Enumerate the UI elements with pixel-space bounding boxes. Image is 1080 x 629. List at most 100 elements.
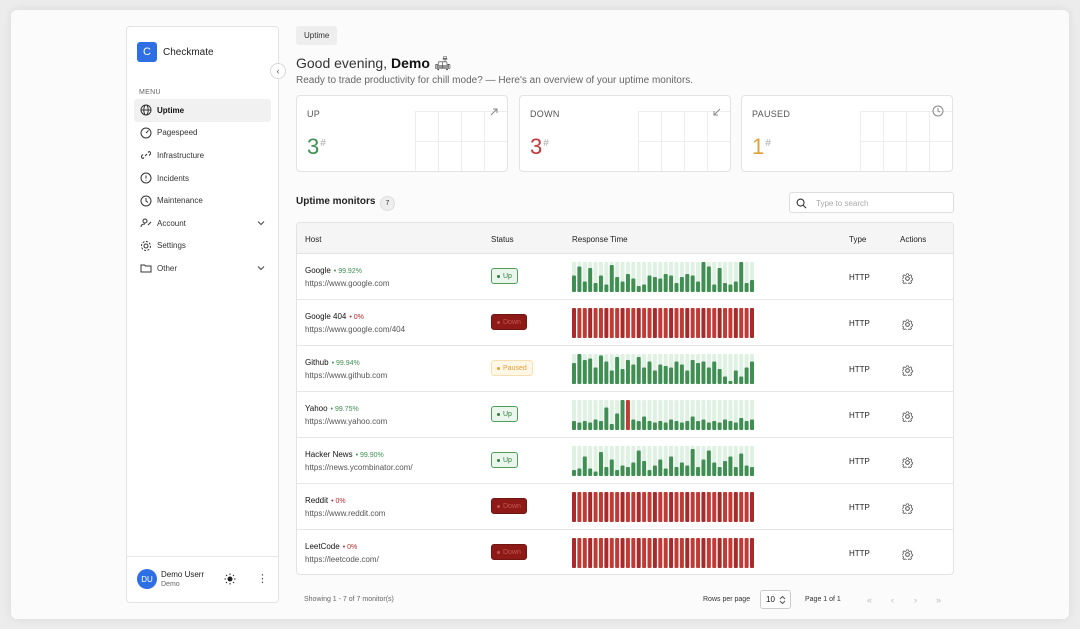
avatar[interactable]: DU [137,569,157,589]
response-bar-failed [593,492,598,522]
header-status[interactable]: Status [491,235,514,244]
last-page-button[interactable]: » [935,594,941,605]
header-host[interactable]: Host [305,235,322,244]
sidebar-item-pagespeed[interactable]: Pagespeed [134,122,271,145]
table-row[interactable]: Hacker News • 99.90% https://news.ycombina… [297,438,953,484]
response-bar [658,421,663,430]
greeting-prefix: Good evening, [296,55,391,71]
status-dot [497,366,500,370]
sidebar-item-incidents[interactable]: Incidents [134,167,271,190]
first-page-button[interactable]: « [866,594,872,605]
sidebar-item-label: Settings [157,241,186,251]
response-bar-failed [728,308,733,338]
response-bar-track [588,400,593,430]
response-bar [636,286,641,292]
sidebar-item-settings[interactable]: Settings [134,235,271,258]
theme-toggle-icon[interactable] [224,572,236,590]
gear-icon[interactable] [901,271,913,289]
collapse-sidebar-button[interactable]: ‹ [270,63,286,79]
response-time-chart [572,308,754,338]
response-bar [609,265,614,292]
response-bar [733,281,738,292]
response-bar-track [712,262,717,292]
gear-icon[interactable] [901,317,913,335]
sidebar-item-infrastructure[interactable]: Infrastructure [134,144,271,167]
response-bar [577,354,582,384]
response-bar [712,361,717,384]
status-badge: Down [491,544,527,560]
response-bar-failed [723,492,728,522]
status-dot [497,458,500,462]
response-bar-failed [674,308,679,338]
status-badge: Up [491,406,518,422]
prev-page-button[interactable]: ‹ [891,594,894,605]
response-bar-failed [717,492,722,522]
response-bar [598,355,603,384]
sidebar-item-label: Pagespeed [157,128,198,138]
host-url: https://www.github.com [305,371,388,380]
response-bar [717,268,722,292]
response-bar [706,367,711,384]
rows-per-page-value: 10 [766,595,775,604]
gear-icon[interactable] [901,409,913,427]
stat-card-up: UP 3# [296,95,508,172]
table-body: Google • 99.92% https://www.google.com Up HT… [297,254,953,574]
response-bar-track [728,354,733,384]
response-bar [636,357,641,384]
response-bar-track [615,446,620,476]
header-response-time[interactable]: Response Time [572,235,628,244]
chevron-down-icon[interactable] [257,219,265,228]
response-bar-failed [588,492,593,522]
more-options-icon[interactable]: ⋮ [257,573,268,585]
next-page-button[interactable]: › [914,594,917,605]
response-bar [685,465,690,476]
clock-icon [140,195,152,207]
table-row[interactable]: Github • 99.94% https://www.github.com Paus… [297,346,953,392]
chevron-down-icon[interactable] [257,264,265,273]
search-input[interactable] [816,196,946,210]
sidebar-item-account[interactable]: Account [134,212,271,235]
table-row[interactable]: LeetCode • 0% https://leetcode.com/Down HTT… [297,530,953,574]
response-bar-failed [739,308,744,338]
header-type[interactable]: Type [849,235,867,244]
response-bar [620,465,625,476]
response-bar-failed [577,308,582,338]
response-bar [696,467,701,476]
response-bar [572,275,576,292]
table-row[interactable]: Google • 99.92% https://www.google.com Up HT… [297,254,953,300]
sidebar-nav: Uptime Pagespeed Infrastructure Incidents Ma… [134,99,271,280]
gear-icon[interactable] [901,363,913,381]
monitor-type: HTTP [849,457,870,466]
table-row[interactable]: Reddit • 0% https://www.reddit.com Down HTTP [297,484,953,530]
response-bar-track [636,262,641,292]
response-bar [642,284,647,292]
response-bar-failed [588,538,593,568]
response-bar-track [652,400,657,430]
response-bar-failed [636,492,641,522]
breadcrumb[interactable]: Uptime [296,26,338,45]
response-bar-failed [647,308,652,338]
status-dot [497,274,500,278]
stat-value-number: 3 [307,134,320,159]
response-bar-track [706,400,711,430]
gear-icon[interactable] [901,547,913,565]
sidebar-item-other[interactable]: Other [134,257,271,280]
table-row[interactable]: Yahoo • 99.75% https://www.yahoo.com Up HTTP [297,392,953,438]
response-bar-failed [663,538,668,568]
rows-per-page-select[interactable]: 10 [760,590,791,609]
table-row[interactable]: Google 404 • 0% https://www.google.com/404… [297,300,953,346]
showing-text: Showing 1 - 7 of 7 monitor(s) [304,596,394,603]
gear-icon[interactable] [901,501,913,519]
response-bar-failed [642,308,647,338]
gear-icon[interactable] [901,455,913,473]
sidebar: C Checkmate MENU Uptime Pagespeed Infrastr… [126,26,279,603]
sidebar-item-maintenance[interactable]: Maintenance [134,189,271,212]
response-bar-track [728,262,733,292]
stat-value-number: 1 [752,134,765,159]
sidebar-item-uptime[interactable]: Uptime [134,99,271,122]
response-bar-failed [696,492,701,522]
brand[interactable]: C Checkmate [137,42,214,62]
response-bar [582,360,587,384]
response-bar [669,367,674,384]
response-bar [701,419,706,430]
